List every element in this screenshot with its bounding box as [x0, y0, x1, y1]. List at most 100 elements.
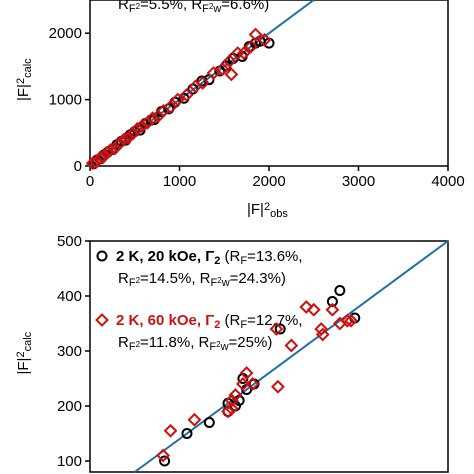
point: [159, 455, 171, 467]
text-part: 2: [214, 319, 220, 331]
text-part: F: [202, 3, 209, 15]
point: [274, 323, 286, 335]
fit-line: [134, 240, 449, 473]
x-tick-label: 2000: [252, 173, 285, 190]
point: [245, 377, 260, 391]
point: [326, 296, 338, 307]
point: [89, 155, 104, 169]
text-part: F: [211, 277, 218, 289]
text-part: F: [240, 255, 247, 267]
text-part: =5.5%, R: [140, 0, 202, 13]
text-part: F: [129, 341, 136, 353]
point: [284, 338, 299, 353]
point: [112, 136, 127, 151]
text-part: R: [118, 0, 129, 13]
legend-text: 2 K, 20 kOe, Γ2 (RF=13.6%,: [116, 248, 303, 267]
text-part: calc: [22, 331, 34, 351]
text-part: 2: [15, 351, 27, 357]
point: [96, 149, 111, 164]
point: [239, 366, 254, 380]
text-part: 2: [214, 255, 220, 267]
legend-text: RF2=11.8%, RF2w=25%): [118, 334, 272, 353]
point: [187, 412, 202, 427]
point: [92, 151, 107, 165]
text-part: |F|: [15, 84, 32, 101]
point: [103, 143, 118, 157]
point: [334, 285, 346, 296]
point: [126, 126, 140, 141]
text-part: 2: [217, 276, 222, 285]
point: [215, 62, 230, 76]
x-axis-label: |F|2obs: [247, 201, 288, 220]
text-part: |F|: [247, 201, 264, 218]
plot-frame: [89, 240, 449, 473]
x-tick-label: 1000: [163, 173, 196, 190]
legend-text: 2 K, 60 kOe, Γ2 (RF=12.7%,: [116, 312, 303, 331]
text-part: =6.6%): [221, 0, 269, 13]
point: [163, 423, 178, 438]
point: [117, 132, 131, 147]
y-tick-label: 200: [57, 398, 82, 415]
text-part: 2: [15, 78, 27, 84]
y-tick-label: 400: [57, 288, 82, 305]
point: [108, 141, 122, 155]
point: [224, 67, 239, 82]
point: [228, 388, 243, 402]
point: [163, 99, 178, 114]
x-tick-label: 3000: [342, 173, 375, 190]
legend-text: RF2=14.5%, RF2w=24.3%): [118, 270, 286, 289]
point: [121, 130, 136, 145]
point: [130, 121, 145, 136]
point: [206, 66, 221, 80]
point: [314, 322, 329, 336]
point: [145, 111, 160, 126]
point: [179, 88, 194, 102]
point: [181, 428, 193, 439]
point: [315, 327, 330, 342]
y-tick-label: 500: [57, 233, 82, 250]
point: [325, 302, 340, 317]
point: [237, 46, 251, 61]
point: [221, 404, 235, 419]
text-part: 2: [136, 340, 141, 349]
text-part: F: [129, 277, 136, 289]
point: [235, 377, 250, 391]
text-part: F: [129, 3, 136, 15]
point: [269, 322, 284, 336]
text-part: R: [118, 270, 129, 287]
x-tick-label: 0: [86, 173, 94, 190]
text-part: obs: [270, 208, 288, 220]
text-part: R: [118, 334, 129, 351]
point: [244, 39, 259, 54]
point: [85, 156, 100, 171]
point: [224, 393, 239, 408]
point: [134, 119, 149, 134]
text-part: 2: [209, 2, 214, 11]
text-part: 2: [216, 340, 221, 349]
point: [299, 300, 314, 314]
text-part: =14.5%, R: [140, 270, 211, 287]
y-tick-label: 300: [57, 343, 82, 360]
y-tick-label: 0: [74, 158, 82, 175]
text-part: w: [220, 341, 229, 353]
text-part: |F|: [15, 358, 32, 375]
text-part: =25%): [229, 334, 273, 351]
point: [257, 32, 272, 47]
point: [195, 76, 210, 90]
text-part: w: [221, 277, 230, 289]
point: [224, 401, 239, 416]
point: [222, 54, 237, 69]
point: [248, 27, 263, 42]
text-part: calc: [22, 58, 34, 78]
point: [203, 417, 215, 428]
text-part: =11.8%, R: [140, 334, 210, 351]
y-axis-label: |F|2calc: [15, 58, 34, 101]
text-part: =24.3%): [230, 270, 286, 287]
y-tick-label: 2000: [49, 25, 82, 42]
text-part: 2 K, 20 kOe, Γ: [116, 248, 214, 265]
text-part: F: [240, 319, 247, 331]
text-part: 2 K, 60 kOe, Γ: [116, 312, 214, 329]
point: [271, 379, 285, 394]
point: [156, 448, 171, 463]
text-part: =13.6%,: [247, 248, 302, 265]
